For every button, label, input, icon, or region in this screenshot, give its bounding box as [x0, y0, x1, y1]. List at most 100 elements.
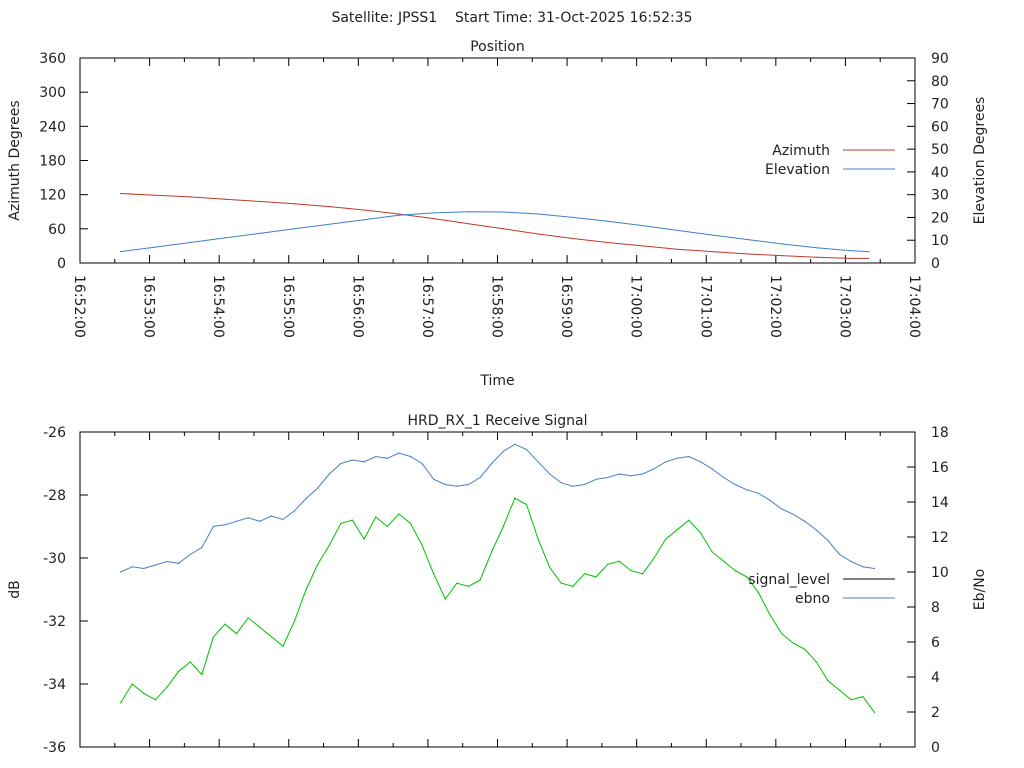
data-point-signal_level [502, 525, 504, 528]
data-point-ebno [212, 525, 214, 528]
data-point-ebno [479, 476, 481, 479]
y-tick-label: 300 [39, 85, 66, 101]
data-point-signal_level [757, 592, 760, 594]
data-point-azimuth [259, 200, 261, 203]
y-tick-label: -36 [43, 740, 66, 756]
data-point-elevation [641, 225, 644, 227]
data-point-azimuth [781, 254, 783, 257]
data-point-ebno [502, 450, 504, 452]
data-point-signal_level [804, 648, 806, 650]
y-tick-label: 180 [39, 154, 66, 170]
y2-tick-label: 80 [931, 74, 949, 90]
data-point-signal_level [351, 519, 354, 521]
data-point-ebno [189, 553, 191, 556]
data-point-signal_level [641, 573, 644, 575]
y2-tick-label: 10 [931, 565, 949, 581]
data-point-signal_level [305, 588, 307, 591]
data-point-ebno [873, 567, 876, 570]
data-point-ebno [653, 468, 655, 470]
data-point-elevation [572, 216, 574, 219]
x-tick-label: 16:59:00 [558, 275, 574, 338]
series-line-elevation [120, 211, 869, 253]
data-point-signal_level [688, 519, 690, 521]
chart-title: Position [470, 39, 525, 55]
data-point-signal_level [583, 573, 586, 575]
data-point-ebno [746, 489, 748, 491]
data-point-elevation [815, 247, 818, 249]
y-tick-label: 120 [39, 188, 66, 204]
data-point-ebno [595, 478, 597, 480]
series-line-azimuth [120, 193, 869, 259]
y2-axis-label: Eb/No [972, 569, 988, 611]
data-point-azimuth [433, 217, 435, 220]
data-point-signal_level [723, 560, 725, 562]
x-tick-label: 17:03:00 [836, 275, 852, 338]
y2-tick-label: 20 [931, 210, 949, 226]
legend-label: Azimuth [772, 143, 830, 159]
data-point-elevation [154, 246, 156, 248]
data-point-ebno [398, 452, 400, 454]
data-point-signal_level [340, 522, 342, 524]
data-point-azimuth [154, 194, 156, 196]
data-point-azimuth [119, 192, 122, 195]
data-point-signal_level [572, 585, 574, 587]
data-point-signal_level [792, 642, 794, 644]
data-point-ebno [525, 448, 528, 451]
data-point-signal_level [212, 636, 214, 638]
y2-tick-label: 90 [931, 51, 949, 67]
data-point-ebno [618, 473, 620, 475]
data-point-signal_level [235, 633, 238, 635]
x-tick-label: 17:00:00 [628, 275, 644, 338]
data-point-ebno [699, 461, 702, 463]
data-point-ebno [804, 520, 806, 522]
data-point-signal_level [746, 576, 748, 578]
data-point-azimuth [467, 223, 470, 225]
data-point-azimuth [502, 228, 504, 230]
data-point-signal_level [131, 683, 133, 685]
y2-tick-label: 8 [931, 600, 940, 616]
y-tick-label: -34 [43, 677, 66, 693]
data-point-ebno [839, 553, 841, 556]
data-point-signal_level [154, 699, 156, 701]
data-point-ebno [491, 462, 493, 465]
data-point-elevation [224, 237, 226, 239]
data-point-azimuth [572, 237, 574, 240]
data-point-ebno [560, 482, 562, 484]
x-tick-label: 17:02:00 [767, 275, 783, 338]
data-point-signal_level [143, 692, 145, 695]
data-point-ebno [769, 499, 771, 501]
data-point-ebno [850, 560, 852, 563]
x-axis-label: Time [479, 373, 514, 389]
data-point-signal_level [444, 598, 446, 600]
data-point-azimuth [850, 257, 852, 260]
data-point-signal_level [433, 573, 435, 575]
data-point-signal_level [375, 516, 377, 518]
data-point-signal_level [839, 689, 841, 691]
data-point-ebno [607, 476, 609, 479]
data-point-ebno [154, 564, 156, 566]
data-point-signal_level [201, 673, 203, 676]
y-tick-label: -26 [43, 425, 66, 441]
data-point-ebno [119, 571, 122, 573]
data-point-signal_level [398, 513, 400, 515]
y-tick-label: 0 [57, 256, 66, 272]
data-point-ebno [827, 539, 829, 542]
data-point-signal_level [537, 538, 539, 540]
data-point-ebno [665, 461, 667, 463]
data-point-azimuth [711, 251, 713, 253]
data-point-elevation [328, 223, 330, 225]
data-point-ebno [317, 487, 319, 489]
data-point-ebno [351, 459, 354, 461]
data-point-signal_level [560, 582, 562, 584]
data-point-elevation [363, 219, 365, 221]
data-point-signal_level [630, 570, 632, 572]
data-point-signal_level [317, 563, 319, 565]
data-point-signal_level [665, 538, 667, 540]
legend-label: ebno [795, 591, 830, 607]
data-point-elevation [711, 234, 713, 236]
data-point-signal_level [595, 576, 597, 578]
data-point-signal_level [479, 579, 481, 581]
data-point-azimuth [293, 203, 296, 205]
data-point-ebno [583, 483, 586, 486]
